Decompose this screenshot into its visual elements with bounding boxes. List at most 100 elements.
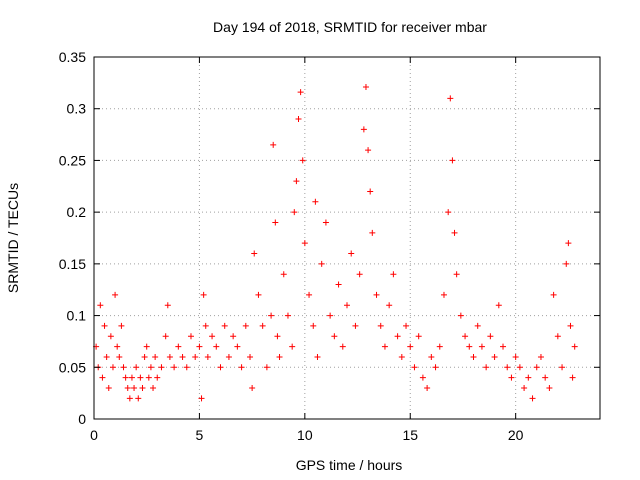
data-point — [322, 219, 329, 226]
data-point — [428, 353, 435, 360]
data-point — [390, 271, 397, 278]
data-point — [487, 333, 494, 340]
data-point — [103, 353, 110, 360]
plot-frame — [93, 56, 601, 420]
data-point — [147, 364, 154, 371]
data-point — [462, 333, 469, 340]
data-point — [381, 343, 388, 350]
data-point — [143, 343, 150, 350]
data-point — [419, 374, 426, 381]
y-tick-label: 0.15 — [59, 256, 86, 272]
data-point — [470, 353, 477, 360]
data-point — [268, 312, 275, 319]
data-point — [457, 312, 464, 319]
data-point — [183, 364, 190, 371]
data-point — [101, 322, 108, 329]
data-point — [360, 126, 367, 133]
grid-lines — [94, 57, 600, 419]
data-point — [327, 312, 334, 319]
data-point — [335, 281, 342, 288]
data-point — [137, 374, 144, 381]
x-tick-label: 0 — [90, 427, 98, 443]
data-point — [234, 343, 241, 350]
data-point — [529, 395, 536, 402]
data-point — [348, 250, 355, 257]
axis-ticks: 0 0.05 0.1 0.15 0.2 0.25 0.3 0.35 0 5 10 15 20 — [59, 49, 600, 443]
data-point — [299, 157, 306, 164]
data-point — [301, 240, 308, 247]
data-point — [109, 364, 116, 371]
data-point — [126, 395, 133, 402]
data-point — [175, 343, 182, 350]
y-tick-label: 0.1 — [67, 308, 87, 324]
data-point — [440, 291, 447, 298]
data-point — [274, 333, 281, 340]
data-point — [221, 322, 228, 329]
data-point — [230, 333, 237, 340]
data-point — [255, 291, 262, 298]
data-point — [512, 353, 519, 360]
chart-title: Day 194 of 2018, SRMTID for receiver mba… — [213, 19, 487, 35]
data-point — [154, 374, 161, 381]
data-point — [158, 364, 165, 371]
data-point — [280, 271, 287, 278]
data-point — [571, 343, 578, 350]
data-point — [500, 343, 507, 350]
y-tick-label: 0.3 — [67, 101, 87, 117]
y-tick-label: 0.2 — [67, 204, 87, 220]
data-point — [542, 374, 549, 381]
data-point — [474, 322, 481, 329]
data-point — [306, 291, 313, 298]
data-point — [525, 374, 532, 381]
x-tick-label: 10 — [297, 427, 313, 443]
data-point — [196, 343, 203, 350]
data-point — [204, 353, 211, 360]
data-point — [124, 384, 131, 391]
data-point — [150, 384, 157, 391]
x-tick-label: 20 — [508, 427, 524, 443]
data-point — [118, 322, 125, 329]
data-point — [356, 271, 363, 278]
data-point — [521, 384, 528, 391]
data-point — [249, 384, 256, 391]
data-point — [270, 141, 277, 148]
data-point — [289, 343, 296, 350]
data-point — [550, 291, 557, 298]
data-point — [139, 384, 146, 391]
data-point — [447, 95, 454, 102]
data-point — [352, 322, 359, 329]
data-point — [114, 343, 121, 350]
data-point — [272, 219, 279, 226]
data-point — [293, 178, 300, 185]
data-point — [120, 364, 127, 371]
data-point — [478, 343, 485, 350]
data-point — [398, 353, 405, 360]
data-point — [192, 353, 199, 360]
data-point — [559, 364, 566, 371]
data-point — [537, 353, 544, 360]
y-tick-label: 0.25 — [59, 152, 86, 168]
data-point — [495, 302, 502, 309]
data-point — [166, 353, 173, 360]
data-point — [259, 322, 266, 329]
x-tick-label: 15 — [402, 427, 418, 443]
data-point — [213, 343, 220, 350]
data-point — [504, 364, 511, 371]
data-point — [411, 364, 418, 371]
data-point — [415, 333, 422, 340]
data-point — [377, 322, 384, 329]
data-point — [105, 384, 112, 391]
data-point — [569, 374, 576, 381]
data-point — [284, 312, 291, 319]
data-point — [251, 250, 258, 257]
y-tick-label: 0 — [78, 411, 86, 427]
data-point — [516, 364, 523, 371]
data-point — [318, 260, 325, 267]
data-point — [508, 374, 515, 381]
data-point — [331, 333, 338, 340]
x-axis-label: GPS time / hours — [296, 457, 403, 473]
data-point — [386, 302, 393, 309]
data-point — [533, 364, 540, 371]
data-point — [200, 291, 207, 298]
